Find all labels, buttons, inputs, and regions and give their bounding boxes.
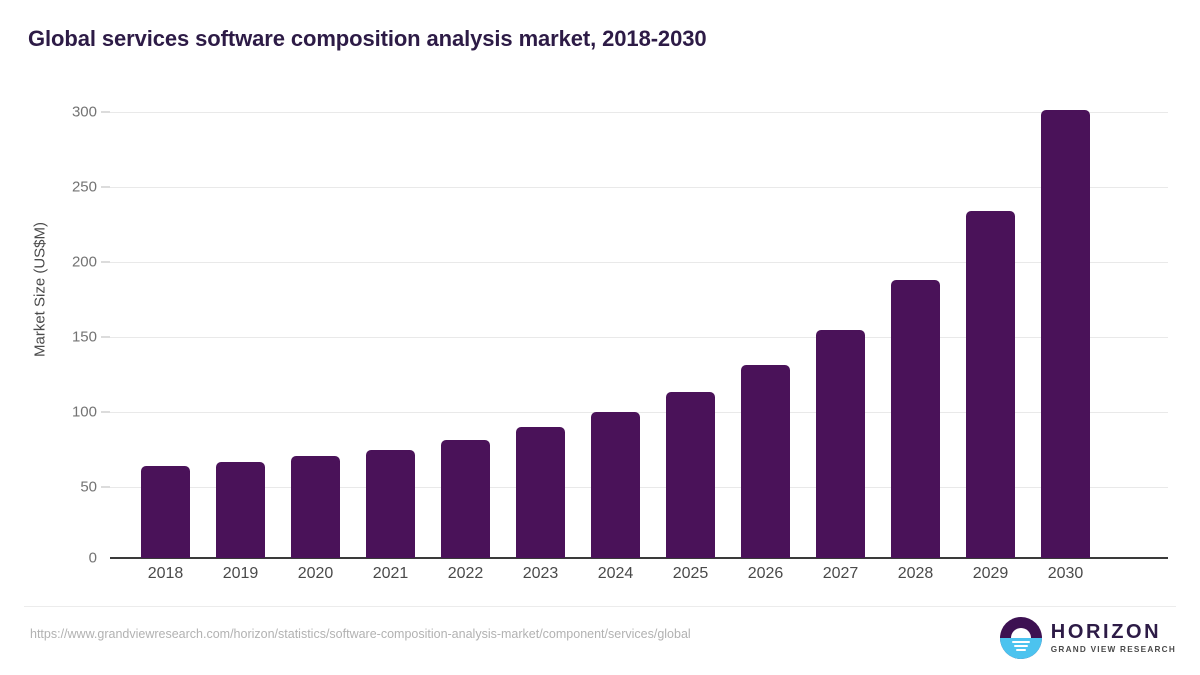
horizon-logo[interactable]: HORIZON GRAND VIEW RESEARCH <box>999 617 1176 659</box>
bar-slot <box>278 95 353 559</box>
x-tick-label: 2019 <box>222 565 259 582</box>
gridline <box>110 186 1168 188</box>
logo-ray-shape <box>1013 645 1028 647</box>
y-tick-label: 0 <box>88 549 97 567</box>
y-tick-mark <box>101 111 110 113</box>
y-axis-ticks: 300 250 200 150 100 50 0 <box>0 95 128 575</box>
logo-tagline: GRAND VIEW RESEARCH <box>1050 644 1176 654</box>
bar-slot <box>803 95 878 559</box>
y-tick-label: 150 <box>71 328 97 346</box>
chart-title: Global services software composition ana… <box>28 26 707 51</box>
logo-ray-shape <box>1011 641 1030 643</box>
bar[interactable] <box>516 427 565 559</box>
gridline <box>110 411 1168 413</box>
bar[interactable] <box>1041 110 1090 559</box>
bar[interactable] <box>891 279 940 559</box>
x-tick-label: 2021 <box>372 565 409 582</box>
y-tick-mark <box>101 336 110 338</box>
x-tick-label: 2030 <box>1047 565 1084 582</box>
bar[interactable] <box>141 466 190 559</box>
x-tick-label: 2024 <box>597 565 634 582</box>
logo-dome-shape <box>1010 628 1031 638</box>
x-axis-labels: 2018 2019 2020 2021 2022 2023 2024 2025 2026 2027… <box>128 565 1165 595</box>
bar-slot <box>728 95 803 559</box>
horizon-sunrise-icon <box>999 617 1042 659</box>
x-tick-label: 2025 <box>672 565 709 582</box>
y-tick-label: 50 <box>80 478 97 496</box>
source-url-link[interactable]: https://www.grandviewresearch.com/horizo… <box>30 627 691 641</box>
bar[interactable] <box>366 450 415 559</box>
bar[interactable] <box>816 329 865 559</box>
bar-slot <box>503 95 578 559</box>
logo-water-shape <box>999 638 1042 659</box>
bar-slot <box>653 95 728 559</box>
bar-slot <box>578 95 653 559</box>
y-tick-mark <box>101 411 110 413</box>
x-tick-label: 2029 <box>972 565 1009 582</box>
x-axis-line <box>110 557 1168 560</box>
y-tick-label: 200 <box>71 253 97 271</box>
x-tick-label: 2028 <box>897 565 934 582</box>
plot-area: Market Size (US$M) 300 250 200 150 100 5… <box>0 95 1200 582</box>
logo-ray-shape <box>1015 649 1026 651</box>
y-tick-mark <box>101 186 110 188</box>
y-tick-label: 300 <box>71 103 97 121</box>
logo-text-block: HORIZON GRAND VIEW RESEARCH <box>1051 622 1176 654</box>
bar[interactable] <box>666 392 715 559</box>
bar[interactable] <box>966 210 1015 559</box>
gridline <box>110 111 1168 113</box>
bar-series <box>128 95 1165 559</box>
y-tick-label: 250 <box>71 178 97 196</box>
bar-slot <box>128 95 203 559</box>
x-tick-label: 2018 <box>147 565 184 582</box>
logo-brand-name: HORIZON <box>1050 620 1162 643</box>
x-tick-label: 2022 <box>447 565 484 582</box>
bar[interactable] <box>216 461 265 559</box>
bar-slot <box>428 95 503 559</box>
x-tick-label: 2023 <box>522 565 559 582</box>
footer-divider <box>24 606 1176 607</box>
bar-slot <box>953 95 1028 559</box>
y-tick-mark <box>101 261 110 263</box>
bar[interactable] <box>741 364 790 559</box>
y-tick-mark <box>101 486 110 488</box>
bar-slot <box>1028 95 1103 559</box>
bar-slot <box>203 95 278 559</box>
bar-slot <box>878 95 953 559</box>
bar[interactable] <box>291 455 340 559</box>
bar[interactable] <box>441 439 490 559</box>
x-tick-label: 2020 <box>297 565 334 582</box>
gridline <box>110 261 1168 263</box>
y-tick-label: 100 <box>71 403 97 421</box>
gridline <box>110 336 1168 338</box>
bar-slot <box>353 95 428 559</box>
x-tick-label: 2026 <box>747 565 784 582</box>
x-tick-label: 2027 <box>822 565 859 582</box>
bar[interactable] <box>591 411 640 559</box>
